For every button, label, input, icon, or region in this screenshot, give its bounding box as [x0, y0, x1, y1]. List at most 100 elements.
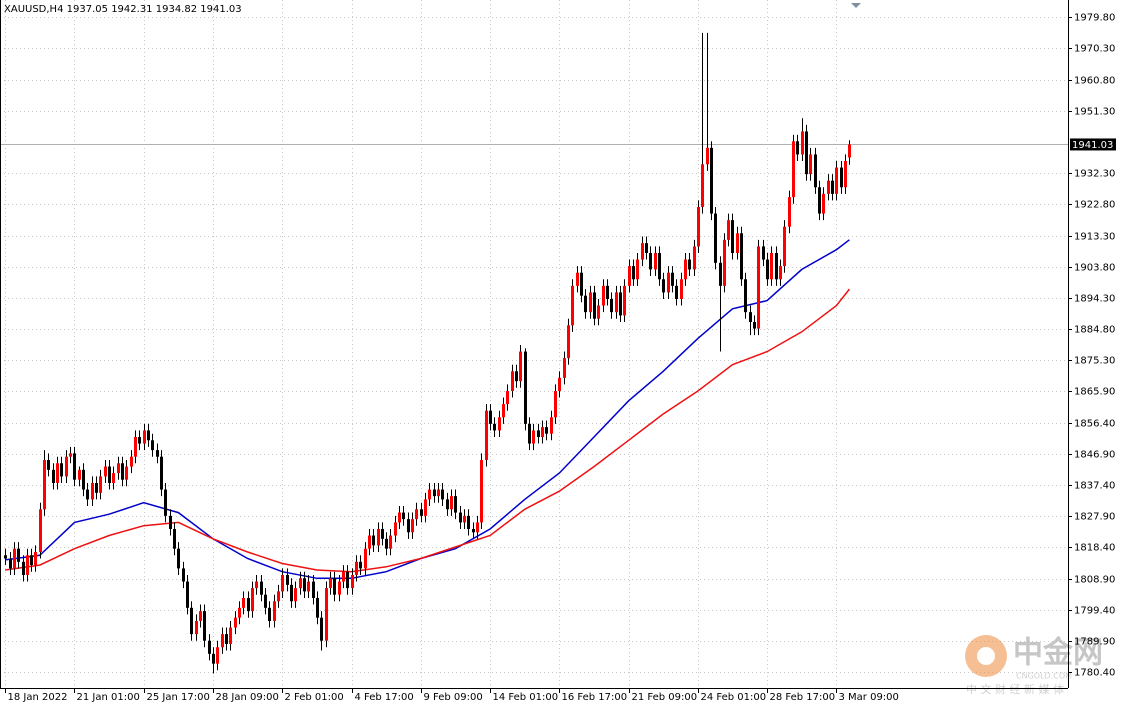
candle-body	[43, 459, 46, 510]
x-tick-label: 2 Feb 01:00	[285, 692, 344, 703]
moving-averages	[5, 239, 850, 580]
candle-body	[446, 499, 449, 510]
candle-body	[104, 466, 107, 477]
candle-body	[394, 522, 397, 536]
candle-body	[307, 581, 310, 592]
candle-body	[554, 390, 557, 418]
candle-body	[541, 427, 544, 437]
candle-body	[34, 551, 37, 566]
candle-body	[606, 285, 609, 299]
candle-body	[82, 469, 85, 490]
candle-body	[623, 285, 626, 316]
candle-body	[173, 528, 176, 549]
candle-body	[701, 164, 704, 207]
candle-body	[714, 213, 717, 263]
candle-body	[809, 154, 812, 175]
candle-body	[563, 358, 566, 378]
y-tick-label: 1903.80	[1074, 263, 1115, 274]
candle-body	[190, 607, 193, 635]
candle-body	[342, 571, 345, 582]
candle-body	[731, 220, 734, 253]
candle-body	[238, 607, 241, 618]
y-tick-label: 1856.40	[1074, 419, 1115, 430]
candle-body	[351, 574, 354, 589]
candle-body	[294, 588, 297, 602]
y-tick-label: 1960.80	[1074, 76, 1115, 87]
header-high: 1942.31	[111, 4, 152, 15]
candle-body	[320, 617, 323, 641]
candle-body	[9, 558, 12, 569]
candle-body	[662, 279, 665, 293]
candle-body	[143, 430, 146, 444]
candle-body	[805, 131, 808, 175]
candle-body	[251, 588, 254, 612]
candle-body	[697, 206, 700, 247]
candle-body	[151, 440, 154, 451]
candle-body	[749, 312, 752, 322]
candle-body	[476, 522, 479, 533]
candle-body	[286, 574, 289, 585]
candle-body	[398, 512, 401, 523]
candle-body	[684, 259, 687, 280]
candle-body	[719, 262, 722, 286]
candle-body	[835, 167, 838, 194]
candle-body	[65, 456, 68, 477]
candle-body	[389, 535, 392, 549]
header-close: 1941.03	[200, 4, 241, 15]
candle-body	[844, 160, 847, 188]
y-tick-label: 1970.30	[1074, 44, 1115, 55]
candle-body	[788, 197, 791, 227]
candle-body	[558, 377, 561, 391]
candle-body	[658, 252, 661, 280]
candle-body	[199, 611, 202, 621]
candle-body	[493, 423, 496, 431]
candle-body	[121, 463, 124, 480]
candle-body	[567, 325, 570, 359]
candle-body	[545, 427, 548, 434]
candle-body	[480, 459, 483, 523]
candle-body	[671, 272, 674, 286]
candle-body	[203, 611, 206, 641]
candle-body	[182, 568, 185, 582]
candles	[4, 32, 851, 674]
candle-body	[381, 528, 384, 539]
y-tick-label: 1913.30	[1074, 232, 1115, 243]
candle-body	[619, 292, 622, 316]
y-tick-label: 1932.30	[1074, 169, 1115, 180]
candle-body	[467, 515, 470, 529]
candle-body	[186, 581, 189, 608]
candle-body	[524, 351, 527, 424]
candle-body	[680, 279, 683, 299]
candle-body	[576, 272, 579, 286]
candle-body	[359, 561, 362, 569]
candle-body	[117, 463, 120, 474]
candle-body	[615, 292, 618, 313]
candle-body	[130, 456, 133, 467]
candle-body	[368, 535, 371, 549]
candle-body	[385, 538, 388, 549]
candle-body	[528, 423, 531, 444]
candle-body	[268, 607, 271, 621]
candle-body	[675, 285, 678, 299]
candle-body	[727, 220, 730, 240]
grid	[0, 0, 1068, 688]
candle-body	[338, 581, 341, 595]
candle-body	[225, 634, 228, 644]
candle-body	[26, 555, 29, 575]
candle-body	[831, 180, 834, 194]
candle-body	[580, 272, 583, 296]
candle-body	[783, 226, 786, 267]
candle-body	[511, 371, 514, 391]
candle-body	[766, 259, 769, 280]
candle-body	[156, 450, 159, 457]
candle-body	[281, 574, 284, 592]
candle-body	[221, 634, 224, 648]
candle-body	[229, 627, 232, 644]
logo-text: 中金网	[1013, 636, 1103, 671]
y-tick-label: 1951.30	[1074, 107, 1115, 118]
candle-body	[584, 295, 587, 313]
candle-body	[645, 243, 648, 253]
x-tick-label: 4 Feb 17:00	[355, 692, 414, 703]
